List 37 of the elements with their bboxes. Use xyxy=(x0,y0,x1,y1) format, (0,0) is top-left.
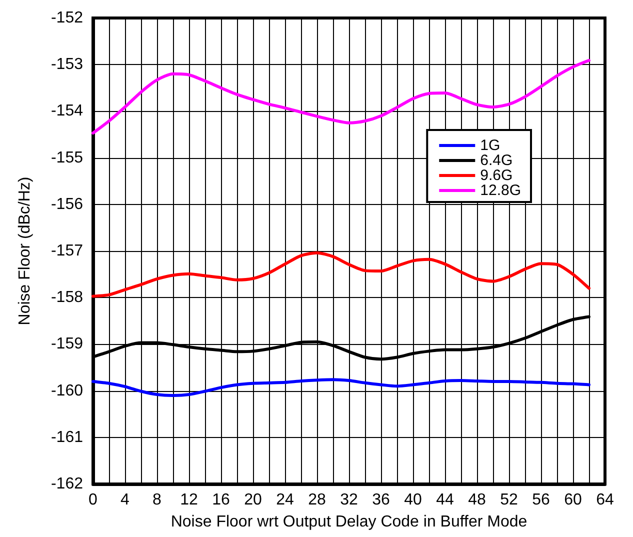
line-series xyxy=(92,58,590,135)
x-tick-label: 40 xyxy=(404,492,422,508)
x-tick-label: 4 xyxy=(120,492,130,508)
y-axis-title: Noise Floor (dBc/Hz) xyxy=(16,176,34,326)
x-tick-label: 52 xyxy=(500,492,518,508)
y-tick-label: -157 xyxy=(50,242,84,260)
x-tick-label: 32 xyxy=(340,492,358,508)
y-tick-label: -152 xyxy=(50,10,84,26)
legend-label: 12.8G xyxy=(480,182,522,199)
x-tick-label: 20 xyxy=(244,492,262,508)
legend-label: 1G xyxy=(480,137,500,154)
legend-label: 6.4G xyxy=(480,152,513,169)
y-tick-label: -160 xyxy=(50,382,84,400)
x-tick-label: 36 xyxy=(372,492,390,508)
y-tick-label: -159 xyxy=(50,336,84,353)
x-axis-title: Noise Floor wrt Output Delay Code in Buffer Mode xyxy=(170,514,528,530)
x-tick-label: 8 xyxy=(152,492,162,508)
y-tick-label: -154 xyxy=(50,102,84,120)
x-tick-label: 60 xyxy=(564,492,582,508)
line-series xyxy=(92,378,590,397)
x-tick-label: 16 xyxy=(212,492,230,508)
x-tick-label: 24 xyxy=(276,492,294,508)
x-tick-label: 44 xyxy=(436,492,454,508)
x-tick-label: 28 xyxy=(308,492,326,508)
legend-label: 9.6G xyxy=(480,167,513,184)
x-tick-label: 64 xyxy=(596,492,614,508)
x-tick-label: 12 xyxy=(180,492,198,508)
x-tick-label: 0 xyxy=(88,492,98,508)
x-tick-label: 56 xyxy=(532,492,550,508)
y-tick-label: -162 xyxy=(50,476,84,492)
line-series xyxy=(92,251,590,298)
y-tick-label: -158 xyxy=(50,289,84,306)
y-tick-label: -153 xyxy=(50,56,84,74)
x-tick-label: 48 xyxy=(468,492,486,508)
y-tick-label: -156 xyxy=(50,196,84,213)
y-tick-label: -161 xyxy=(50,428,84,446)
y-tick-label: -155 xyxy=(50,149,84,166)
